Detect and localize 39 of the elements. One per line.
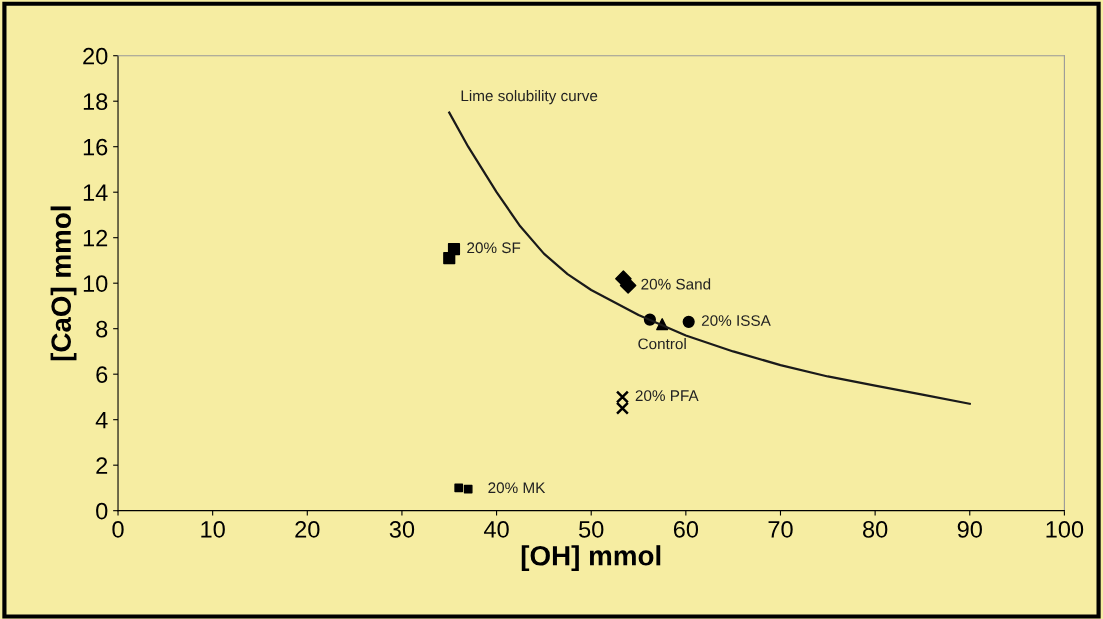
y-tick-label: 4: [95, 411, 108, 429]
x-tick-label: 0: [112, 521, 124, 538]
point: [682, 315, 695, 328]
point: [454, 483, 464, 493]
x-tick-label: 40: [483, 521, 509, 538]
y-tick-label: 0: [96, 502, 108, 520]
y-tick-label: 16: [83, 138, 108, 156]
y-tick-label: 6: [96, 366, 108, 383]
x-tick-label: 90: [957, 521, 982, 538]
series-label: 20% ISSA: [701, 315, 771, 326]
y-axis-title: [CaO] mmol: [50, 206, 77, 361]
y-tick-label: 12: [83, 229, 108, 247]
y-tick-label: 2: [96, 457, 108, 474]
x-tick-label: 30: [389, 521, 415, 538]
point: [447, 242, 461, 256]
x-tick-label: 50: [579, 521, 604, 538]
point: [615, 401, 630, 415]
series-label: 20% SF: [467, 242, 521, 254]
point: [615, 390, 630, 404]
x-tick-label: 70: [768, 521, 793, 538]
x-axis-title: [OH] mmol: [521, 545, 661, 572]
x-tick-label: 20: [295, 521, 320, 538]
x-tick-label: 100: [1046, 521, 1084, 538]
point: [619, 277, 637, 294]
series-label: Lime solubility curve: [461, 90, 598, 105]
y-tick-label: 14: [83, 184, 108, 201]
y-tick-label: 8: [96, 320, 108, 338]
series-label: 20% MK: [488, 482, 546, 494]
x-tick-label: 80: [863, 521, 888, 538]
x-tick-label: 10: [201, 521, 225, 538]
series-label: Control: [638, 338, 686, 350]
series-label: 20% PFA: [635, 390, 699, 402]
y-tick-label: 18: [83, 93, 108, 110]
series-label: 20% Sand: [641, 278, 711, 290]
point: [463, 484, 473, 494]
y-tick-label: 10: [83, 275, 108, 292]
line-series: [448, 111, 971, 405]
x-tick-label: 60: [673, 521, 699, 538]
y-tick-label: 20: [83, 47, 108, 65]
